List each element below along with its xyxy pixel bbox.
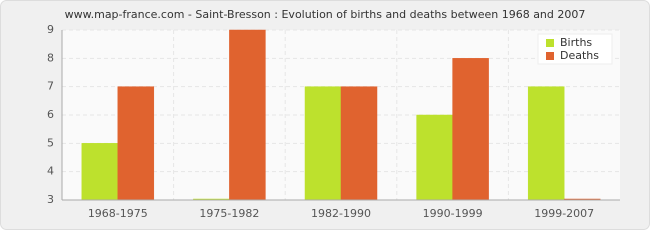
bar [304, 86, 342, 201]
x-tick-label: 1975-1982 [199, 207, 259, 220]
bar [452, 58, 489, 201]
legend-swatch [546, 39, 554, 47]
chart: www.map-france.com - Saint-Bresson : Evo… [0, 0, 650, 230]
y-tick-label: 3 [47, 193, 54, 206]
bar [81, 143, 119, 201]
bar [229, 29, 266, 201]
y-tick-label: 8 [47, 51, 54, 64]
legend-label: Births [560, 36, 592, 49]
legend-swatch [546, 52, 554, 60]
chart-title: www.map-france.com - Saint-Bresson : Evo… [65, 8, 586, 21]
x-tick-label: 1999-2007 [534, 207, 594, 220]
bar [117, 86, 155, 201]
x-tick-label: 1968-1975 [88, 207, 148, 220]
bar [340, 86, 378, 201]
y-tick-label: 5 [47, 136, 54, 149]
legend-label: Deaths [560, 49, 599, 62]
y-tick-label: 6 [47, 108, 54, 121]
y-tick-label: 4 [47, 165, 54, 178]
y-tick-label: 7 [47, 80, 54, 93]
bar [527, 86, 565, 201]
x-tick-label: 1990-1999 [423, 207, 483, 220]
bar [416, 114, 453, 201]
x-tick-label: 1982-1990 [311, 207, 371, 220]
y-tick-label: 9 [47, 23, 54, 36]
page: www.map-france.com - Saint-Bresson : Evo… [0, 0, 650, 230]
